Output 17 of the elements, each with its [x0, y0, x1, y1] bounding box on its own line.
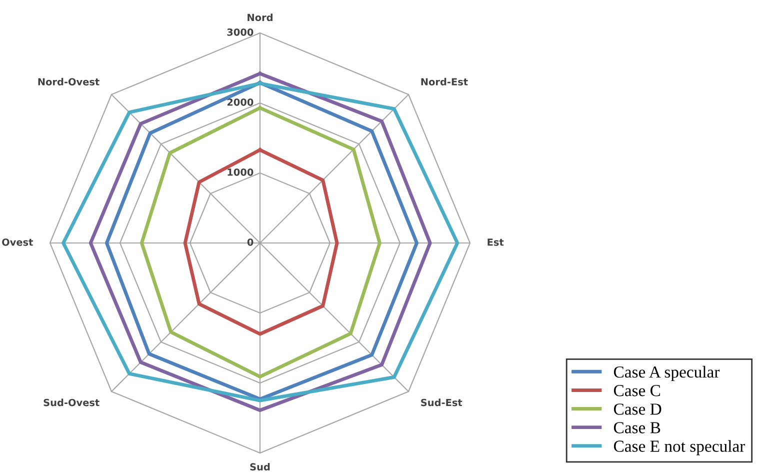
legend-label: Case B — [614, 422, 660, 434]
y-tick-label: 1000 — [228, 168, 254, 176]
spoke-label: Nord-Ovest — [38, 78, 100, 86]
legend-label: Case C — [614, 385, 660, 396]
legend-label: Case E not specular — [614, 440, 746, 456]
spoke-label: Sud-Est — [421, 398, 462, 406]
spoke-label: Est — [488, 238, 504, 246]
spoke-label: Nord-Est — [421, 78, 468, 86]
spoke-label: Nord — [248, 14, 272, 22]
spoke-label: Sud-Ovest — [44, 398, 100, 406]
y-tick-label: 3000 — [227, 28, 254, 36]
spoke-label: Sud — [250, 462, 270, 471]
legend-label: Case D — [614, 404, 662, 415]
y-tick-label: 0 — [247, 238, 254, 246]
legend-label: Case A specular — [614, 366, 720, 382]
y-tick-label: 2000 — [227, 98, 254, 106]
spoke-label: Ovest — [2, 238, 33, 246]
